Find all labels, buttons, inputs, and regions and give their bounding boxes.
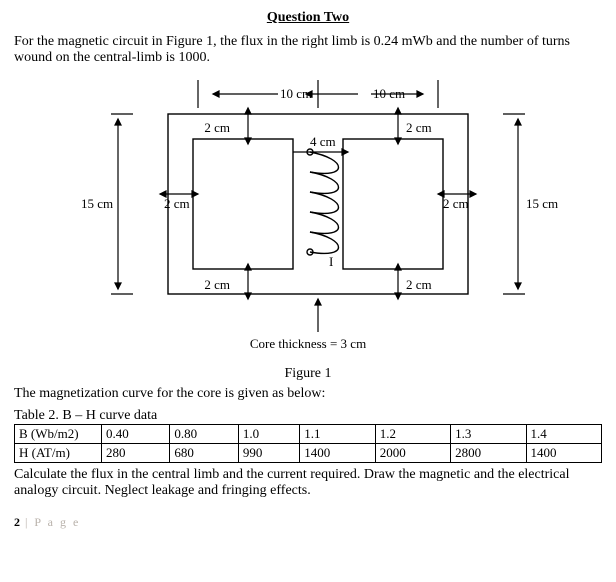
dim-height-l: 15 cm [81,196,113,211]
table-row: B (Wb/m2) 0.40 0.80 1.0 1.1 1.2 1.3 1.4 [15,425,602,444]
cell: 1400 [526,444,601,463]
figure-caption: Figure 1 [14,366,602,382]
intro-paragraph: For the magnetic circuit in Figure 1, th… [14,34,602,66]
dim-top-right: 10 cm [373,86,405,101]
dim-top-left: 10 cm [280,86,312,101]
figure-1: 10 cm 10 cm 2 cm 2 cm 2 cm 2 cm 2 cm 2 c… [14,74,602,362]
cell: 280 [102,444,170,463]
dim-center-width: 4 cm [310,134,336,149]
dim-top-thick-r: 2 cm [406,120,432,135]
task-paragraph: Calculate the flux in the central limb a… [14,467,602,499]
page-footer: 2 | P a g e [14,515,602,530]
cell: 1.2 [375,425,450,444]
dim-bot-thick-r: 2 cm [406,277,432,292]
core-thickness-label: Core thickness = 3 cm [250,336,366,351]
cell: 1400 [300,444,375,463]
question-title: Question Two [14,10,602,26]
cell: 1.0 [238,425,299,444]
dim-bot-thick-l: 2 cm [204,277,230,292]
bh-table: B (Wb/m2) 0.40 0.80 1.0 1.1 1.2 1.3 1.4 … [14,424,602,463]
dim-height-r: 15 cm [526,196,558,211]
table-row: H (AT/m) 280 680 990 1400 2000 2800 1400 [15,444,602,463]
row-h-label: H (AT/m) [15,444,102,463]
dim-side-right: 2 cm [443,196,469,211]
cell: 0.40 [102,425,170,444]
cell: 2800 [451,444,526,463]
footer-sep: | [20,515,34,529]
cell: 1.1 [300,425,375,444]
dim-side-left: 2 cm [164,196,190,211]
magcurve-intro: The magnetization curve for the core is … [14,386,602,402]
coil-current-label: I [329,254,333,269]
cell: 2000 [375,444,450,463]
row-b-label: B (Wb/m2) [15,425,102,444]
cell: 1.3 [451,425,526,444]
dim-top-thick-l: 2 cm [204,120,230,135]
footer-word: P a g e [34,515,80,529]
cell: 990 [238,444,299,463]
cell: 0.80 [170,425,238,444]
cell: 1.4 [526,425,601,444]
cell: 680 [170,444,238,463]
table-label: Table 2. B – H curve data [14,408,602,424]
